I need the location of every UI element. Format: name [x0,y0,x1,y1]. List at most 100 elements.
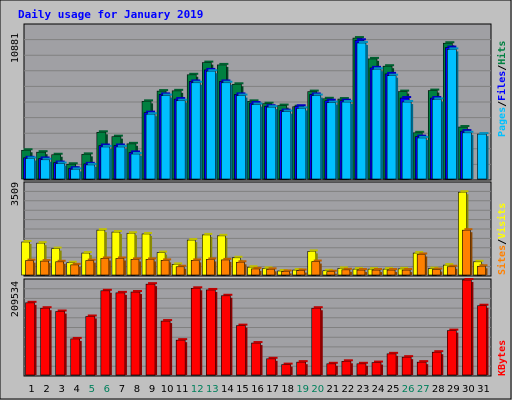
bar-pages-day-25 [386,75,397,180]
bar-top-edge [268,267,277,270]
bar-pages-day-2 [40,159,50,180]
bar-pages-day-4 [70,169,81,180]
bar-shadow [396,355,399,375]
bar-shadow [64,165,67,179]
bar-sites-day-8 [130,259,140,276]
bar-top-edge [449,264,458,267]
bar-top-edge [219,233,228,236]
bar-sites-day-25 [386,269,396,276]
bar-top-edge [326,98,336,101]
bar-shadow [138,261,141,275]
bar-top-edge [296,104,306,107]
bar-shadow [48,263,51,275]
bar-kbytes-day-19 [296,361,306,376]
bar-pages-day-16 [251,104,261,180]
bar-top-edge [144,99,154,102]
bar-top-edge [479,132,489,135]
bar-shadow [380,272,383,275]
bar-top-edge [434,350,444,353]
bar-shadow [33,262,36,275]
panel-kbytes: 209534 [10,278,492,377]
bar-shadow [290,113,293,179]
side-label-hits: Hits [496,41,508,65]
bar-top-edge [193,258,202,261]
bar-top-edge [417,134,427,137]
bar-top-edge [419,135,429,138]
bar-shadow [34,160,37,179]
bar-top-edge [389,351,399,354]
bar-shadow [123,260,126,275]
bar-shadow [215,291,218,375]
bar-shadow [440,271,443,275]
bar-kbytes-day-28 [431,351,442,376]
x-label-day-27: 27 [417,384,430,395]
bar-top-edge [464,130,474,133]
x-label-day-30: 30 [462,384,475,395]
side-label-separator: / [497,239,508,245]
bar-pages-day-20 [311,95,322,180]
bar-kbytes-day-15 [236,325,246,376]
bar-top-edge [434,267,443,270]
bar-kbytes-day-22 [341,361,352,376]
bar-top-edge [238,93,248,96]
bar-shadow [185,102,188,179]
bar-shadow [425,256,428,275]
bar-top-edge [464,228,473,231]
bar-top-edge [148,257,157,260]
bar-top-edge [178,98,188,101]
bar-sites-day-1 [25,260,34,276]
bar-shadow [229,261,232,275]
x-label-day-6: 6 [104,384,110,395]
bar-top-edge [132,257,141,260]
bar-top-edge [102,144,112,147]
bar-kbytes-day-8 [130,291,141,376]
bar-shadow [485,268,488,275]
bar-shadow [411,359,414,375]
bar-top-edge [387,71,397,74]
bar-sites-day-7 [115,258,125,276]
bar-top-edge [313,93,323,96]
bar-top-edge [102,256,111,259]
bar-top-edge [415,251,424,254]
bar-shadow [94,318,97,375]
bar-top-edge [298,268,307,271]
bar-kbytes-day-26 [401,356,412,376]
bar-shadow [185,342,188,375]
bar-top-edge [219,62,229,65]
bar-shadow [275,109,278,179]
bar-shadow [365,365,368,375]
panel-visits-sites: 3509 [10,181,492,277]
bar-top-edge [42,157,52,160]
bar-top-edge [189,238,198,241]
bar-kbytes-day-10 [160,320,171,376]
bar-top-edge [68,162,78,165]
bar-top-edge [354,36,364,39]
bar-top-edge [148,112,158,115]
bar-top-edge [374,268,383,271]
bar-shadow [289,273,292,275]
bar-top-edge [389,268,398,271]
bar-shadow [230,297,233,375]
bar-pages-day-6 [100,146,111,180]
bar-top-edge [98,228,107,231]
panel-max-label: 209534 [10,281,21,317]
bar-kbytes-day-18 [281,364,291,376]
bar-shadow [139,155,142,179]
x-label-day-22: 22 [342,384,355,395]
bar-shadow [210,236,213,275]
bar-top-edge [193,286,203,289]
bar-kbytes-day-11 [175,339,186,376]
bar-top-edge [283,109,293,112]
bar-sites-day-28 [431,269,441,276]
bar-sites-day-5 [85,260,95,276]
bar-shadow [381,364,384,375]
bar-kbytes-day-23 [356,363,367,376]
bar-top-edge [264,101,274,104]
bar-pages-day-24 [371,68,382,180]
bar-kbytes-day-4 [70,338,81,376]
bar-pages-day-21 [326,102,337,180]
x-axis-labels: 1 2 3 4 5 6 7 8 9 10 11 12 13 14 15 16 17 18 19 20 21 22 23 24 2… [28,384,489,395]
bar-shadow [230,84,233,179]
bar-shadow [334,273,337,275]
x-label-day-8: 8 [134,384,140,395]
